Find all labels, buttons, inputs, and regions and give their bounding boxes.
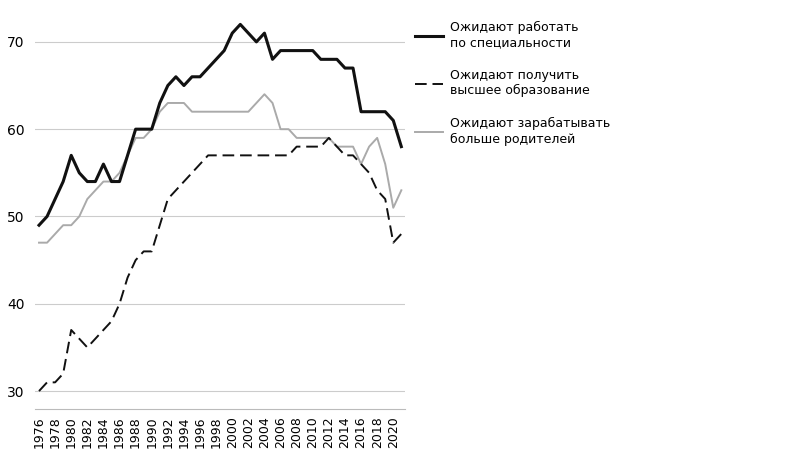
Legend: Ожидают работать
по специальности, Ожидают получить
высшее образование, Ожидают : Ожидают работать по специальности, Ожида…	[415, 21, 610, 146]
